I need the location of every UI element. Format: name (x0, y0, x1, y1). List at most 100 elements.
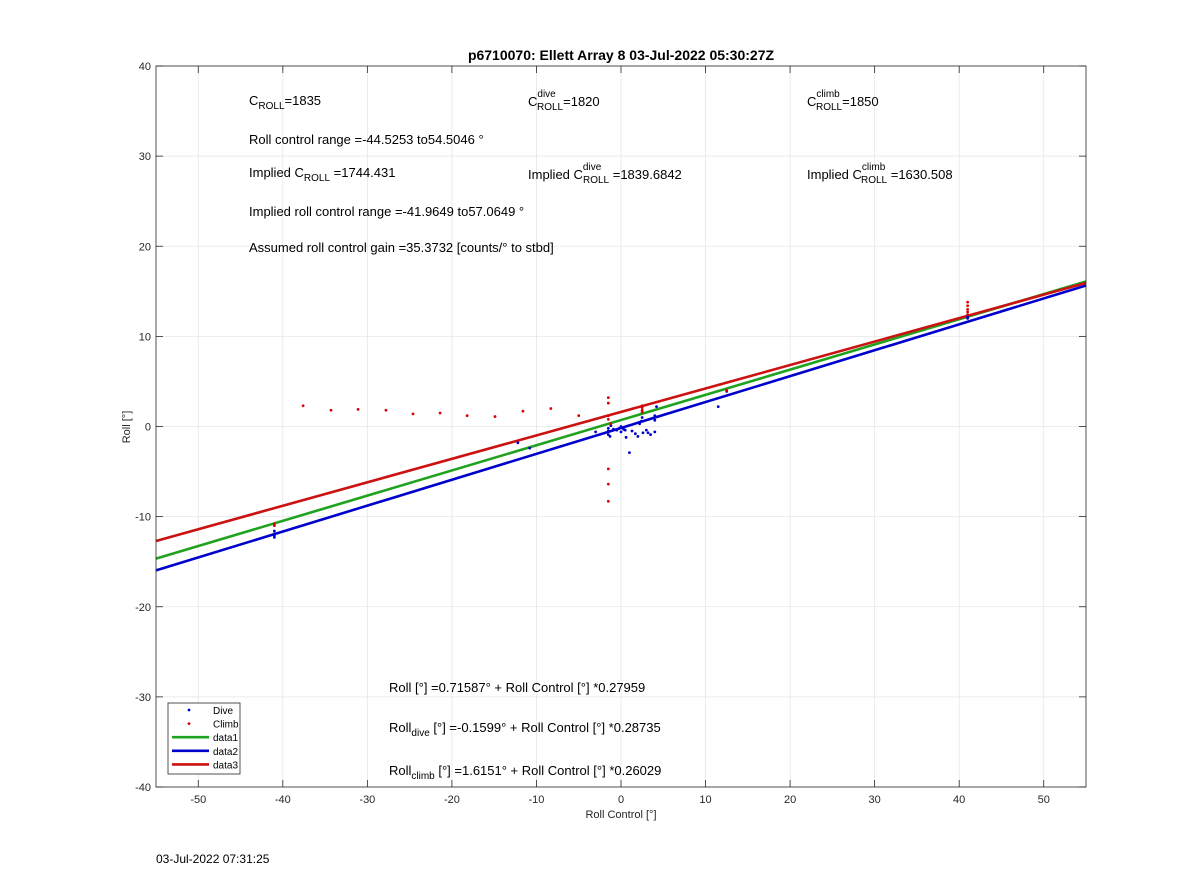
x-tick-label: 50 (1038, 794, 1050, 806)
x-tick-label: -30 (359, 794, 375, 806)
climb-point (272, 524, 276, 528)
y-axis-label: Roll [°] (121, 411, 133, 444)
x-tick-label: 20 (784, 794, 796, 806)
climb-point (606, 417, 610, 421)
dive-point (608, 435, 612, 438)
implied-c-roll-climb-annotation: Implied Cclimb ROLL =1630.508 (807, 162, 953, 186)
legend-marker-dive (187, 708, 191, 712)
gain-annotation: Assumed roll control gain =35.3732 [coun… (249, 240, 554, 255)
climb-point (549, 407, 553, 410)
x-axis-ticks: -50 -40 -30 -20 -10 0 10 20 30 40 50 (190, 66, 1050, 806)
climb-point (966, 300, 970, 304)
dive-point (655, 405, 658, 409)
climb-point (438, 411, 442, 415)
x-tick-label: -40 (275, 794, 291, 806)
y-tick-label: 10 (139, 331, 151, 343)
y-axis-ticks: -40 -30 -20 -10 0 10 20 30 40 (135, 61, 1086, 794)
implied-c-roll-annotation: Implied CROLL =1744.431 (249, 165, 395, 184)
dive-point (653, 418, 657, 422)
fit-dive-equation: Rolldive [°] =-0.1599° + Roll Control [°… (389, 720, 661, 739)
legend-label: data1 (213, 733, 238, 744)
x-tick-label: 30 (869, 794, 881, 806)
climb-point (609, 422, 613, 426)
y-tick-label: -20 (135, 602, 151, 614)
c-roll-dive-annotation: Cdive ROLL=1820 (528, 89, 600, 113)
legend-label: Climb (213, 720, 239, 731)
climb-point (606, 482, 610, 486)
dive-point (628, 451, 631, 455)
y-tick-label: -40 (135, 782, 151, 794)
fit-line-data2 (155, 284, 1087, 572)
implied-range-annotation: Implied roll control range =-41.9649 to5… (249, 204, 524, 219)
climb-point (606, 499, 610, 503)
dive-point (630, 429, 634, 433)
c-roll-annotation: CROLL=1835 (249, 93, 321, 112)
climb-point (577, 414, 581, 418)
x-tick-label: -50 (190, 794, 206, 806)
legend: Dive Climb data1 data2 data3 (167, 702, 241, 775)
climb-point (329, 408, 333, 412)
x-tick-label: 0 (618, 794, 624, 806)
climb-point (493, 415, 497, 418)
climb-point (966, 304, 970, 308)
legend-label: Dive (213, 706, 233, 717)
dive-point (516, 441, 520, 445)
climb-point (606, 414, 610, 418)
climb-point (384, 408, 388, 412)
dive-point (641, 431, 645, 435)
dive-point (633, 432, 637, 436)
fit-lines (155, 280, 1087, 572)
climb-point (640, 404, 644, 408)
dive-point (611, 427, 615, 431)
climb-point (725, 389, 729, 392)
legend-label: data2 (213, 747, 238, 758)
dive-point (272, 529, 276, 533)
dive-point (624, 435, 628, 439)
y-tick-label: 40 (139, 61, 151, 73)
climb-point (640, 410, 644, 414)
dive-point (594, 430, 598, 434)
legend-marker-climb (187, 722, 191, 725)
y-tick-label: 20 (139, 241, 151, 253)
x-tick-label: 40 (953, 794, 965, 806)
y-tick-label: 30 (139, 151, 151, 163)
dive-point (639, 419, 643, 423)
climb-point (966, 310, 970, 314)
y-tick-label: 0 (145, 422, 151, 434)
dive-point (716, 405, 720, 409)
x-tick-label: 10 (699, 794, 711, 806)
dive-point (623, 428, 627, 432)
y-tick-label: -30 (135, 692, 151, 704)
roll-range-annotation: Roll control range =-44.5253 to54.5046 ° (249, 132, 484, 147)
print-timestamp: 03-Jul-2022 07:31:25 (156, 852, 270, 866)
data-points (272, 300, 970, 539)
dive-point (646, 431, 650, 435)
dive-point (619, 430, 623, 434)
dive-point (653, 430, 657, 434)
fit-line-data1 (155, 280, 1087, 560)
dive-point (636, 435, 640, 438)
climb-point (966, 307, 970, 311)
dive-point (619, 425, 623, 428)
dive-point (528, 446, 532, 450)
dive-point (606, 429, 610, 433)
dive-point (272, 534, 276, 537)
climb-point (606, 396, 610, 400)
y-tick-label: -10 (135, 512, 151, 524)
dive-point (606, 426, 610, 430)
x-tick-label: -10 (529, 794, 545, 806)
legend-label: data3 (213, 760, 238, 771)
climb-point (606, 401, 610, 405)
dive-point (638, 422, 641, 426)
dive-point (606, 433, 610, 437)
fit-climb-equation: Rollclimb [°] =1.6151° + Roll Control [°… (389, 763, 661, 782)
chart-title: p6710070: Ellett Array 8 03-Jul-2022 05:… (468, 47, 775, 63)
dive-point (649, 433, 652, 437)
fit-all-equation: Roll [°] =0.71587° + Roll Control [°] *0… (389, 680, 645, 695)
x-tick-label: -20 (444, 794, 460, 806)
implied-c-roll-dive-annotation: Implied Cdive ROLL =1839.6842 (528, 162, 682, 186)
climb-point (411, 412, 415, 416)
fit-line-data3 (155, 281, 1087, 543)
climb-point (301, 404, 305, 408)
